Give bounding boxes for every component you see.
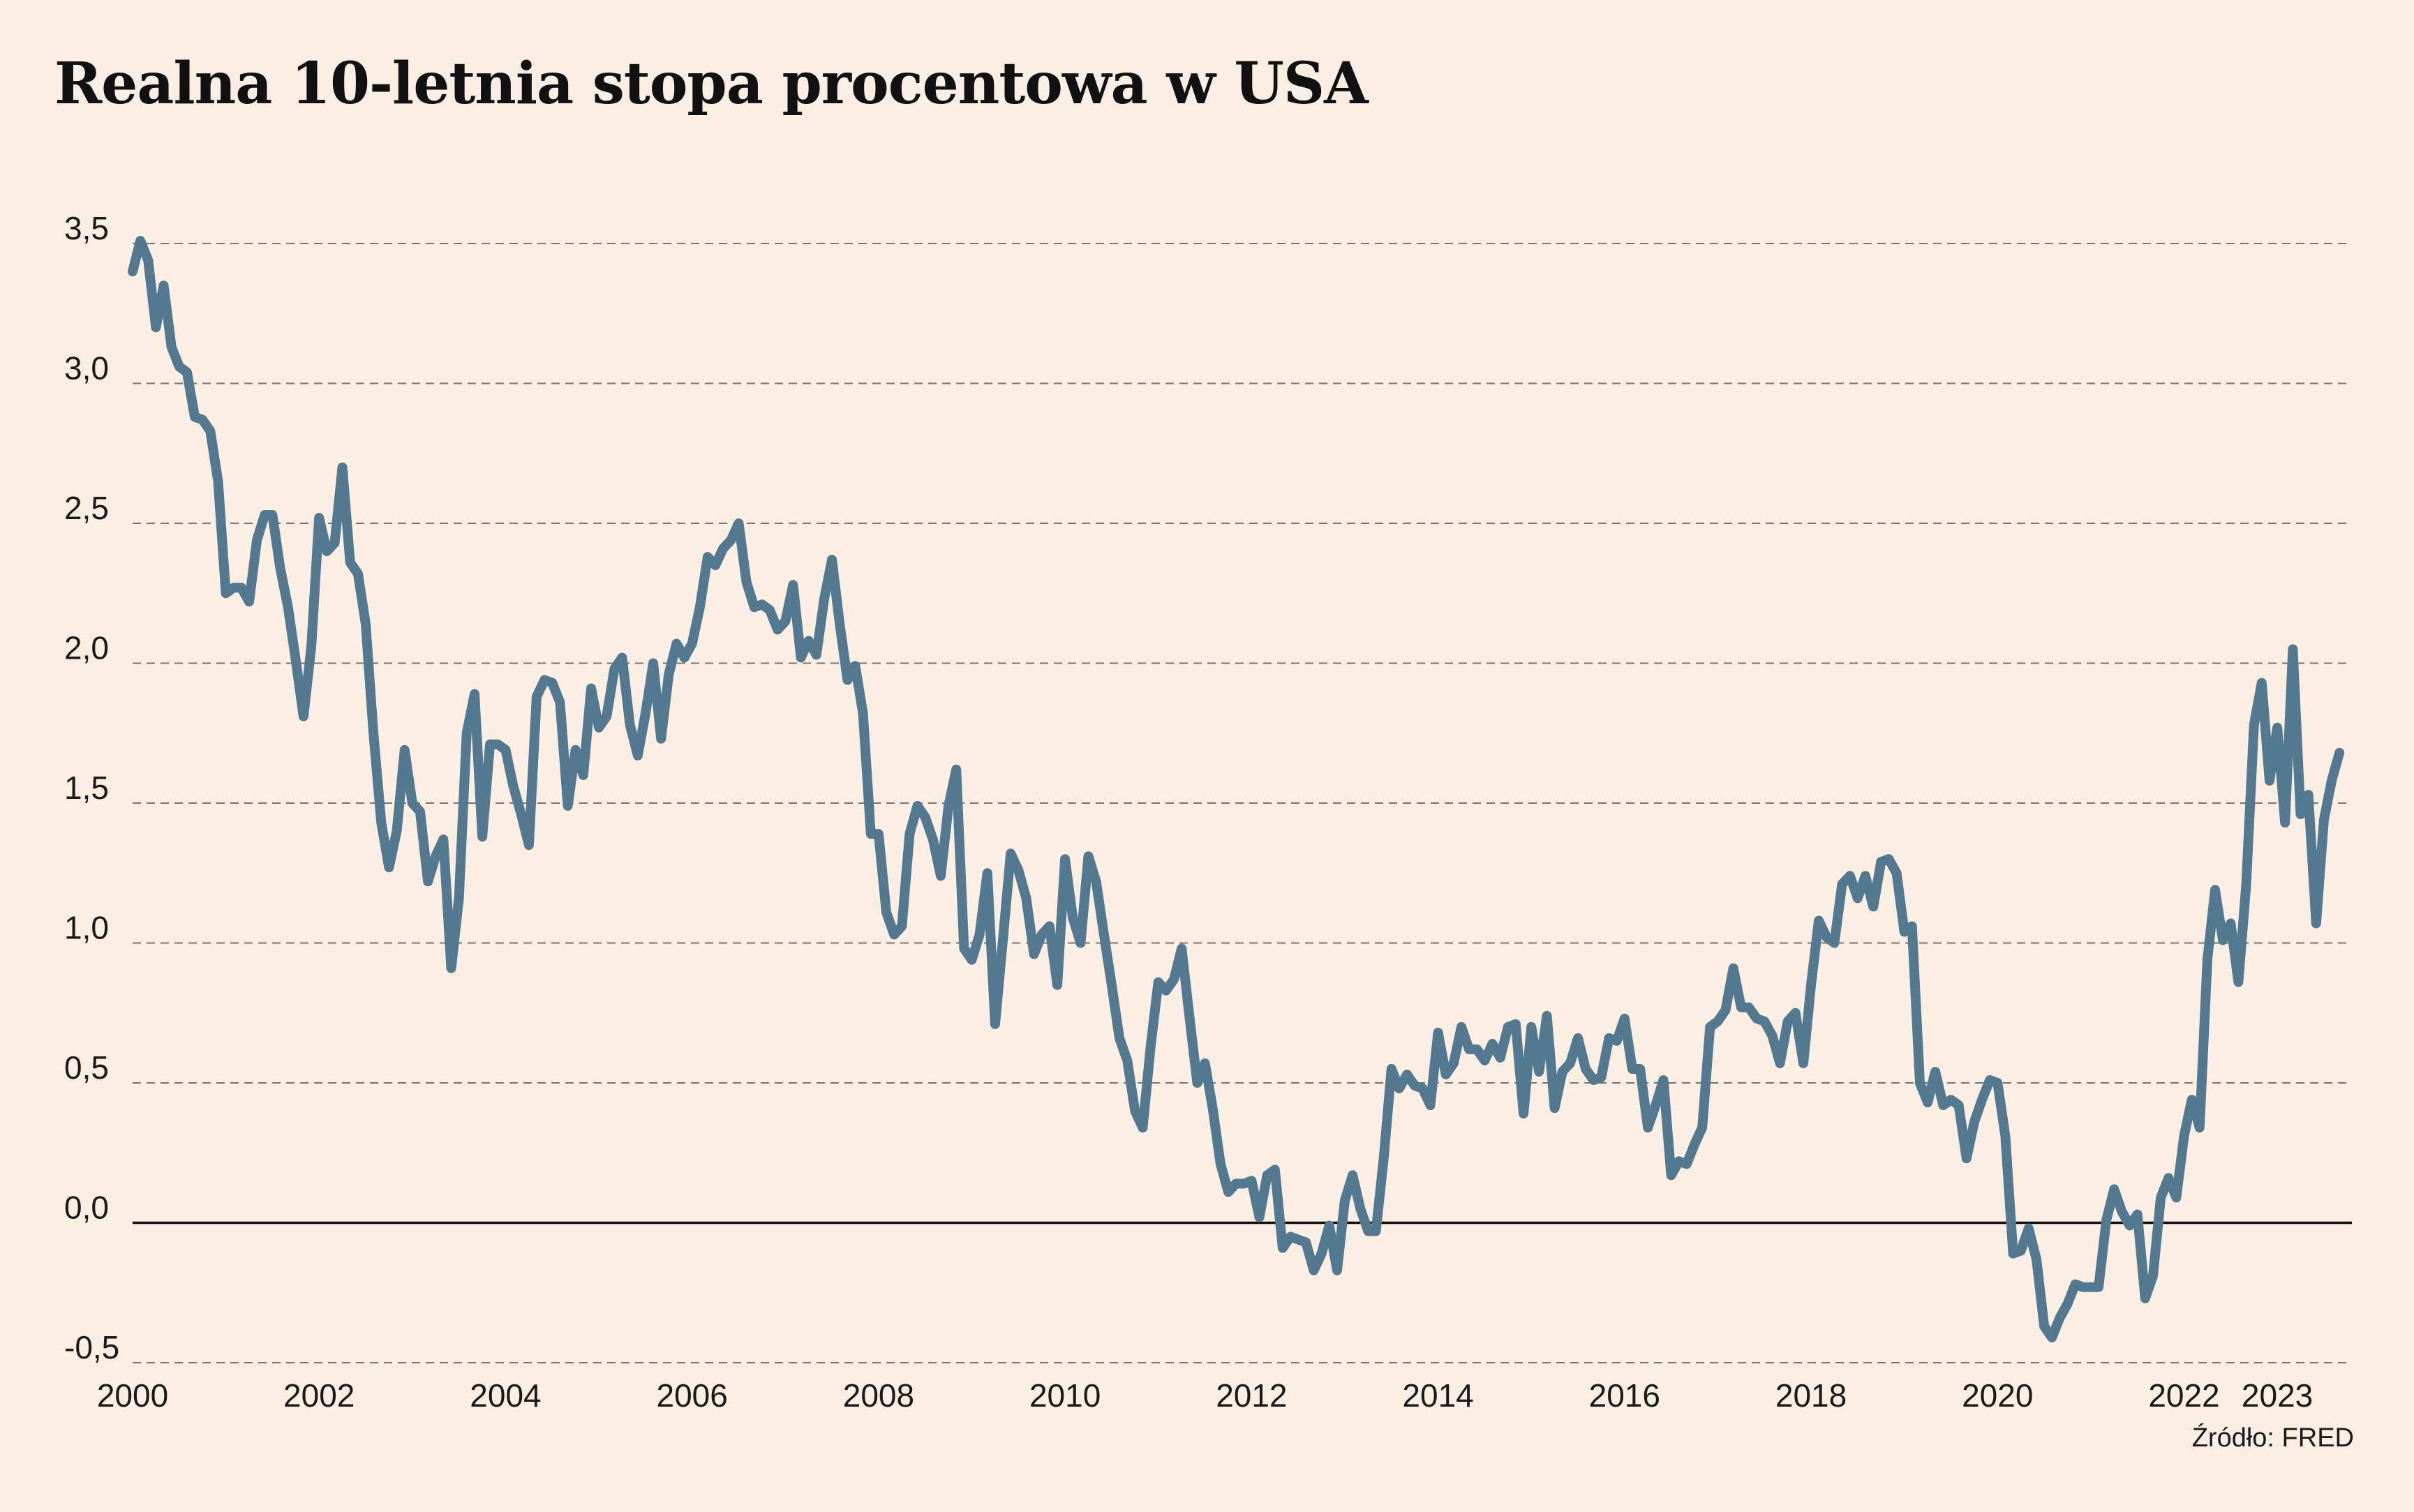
y-tick-label: 1,5 [64,770,109,806]
x-tick-label: 2002 [283,1377,355,1414]
y-tick-label: 2,5 [64,490,109,526]
x-tick-label: 2010 [1029,1377,1101,1414]
y-tick-label: 3,5 [64,210,109,246]
chart-title: Realna 10-letnia stopa procentowa w USA [54,50,1369,117]
series-layer [128,236,2345,1342]
x-tick-label: 2022 [2148,1377,2219,1414]
source-note: Źródło: FRED [2191,1423,2354,1453]
y-tick-label: 2,0 [64,630,109,666]
x-tick-label: 2014 [1402,1377,1473,1414]
grid-lines [133,243,2352,1363]
x-tick-label: 2004 [470,1377,541,1414]
x-tick-label: 2006 [657,1377,728,1414]
y-tick-label: 3,0 [64,350,109,387]
y-tick-label: -0,5 [64,1329,119,1365]
x-axis-ticks: 2000 2002 2004 2006 2008 2010 2012 2014 2016 2018… [97,1377,2313,1414]
y-axis-ticks: 3,5 3,0 2,5 2,0 1,5 1,0 0,5 0,0 -0,5 [64,210,119,1365]
x-tick-label: 2012 [1216,1377,1287,1414]
y-tick-label: 0,0 [64,1190,109,1226]
x-tick-label: 2008 [843,1377,914,1414]
x-tick-label: 2018 [1775,1377,1847,1414]
x-tick-label: 2000 [97,1377,168,1414]
x-tick-label: 2020 [1962,1377,2033,1414]
y-tick-label: 1,0 [64,910,109,946]
x-tick-label: 2023 [2242,1377,2313,1414]
y-tick-label: 0,5 [64,1049,109,1086]
series-line [128,236,2345,1342]
x-tick-label: 2016 [1589,1377,1660,1414]
